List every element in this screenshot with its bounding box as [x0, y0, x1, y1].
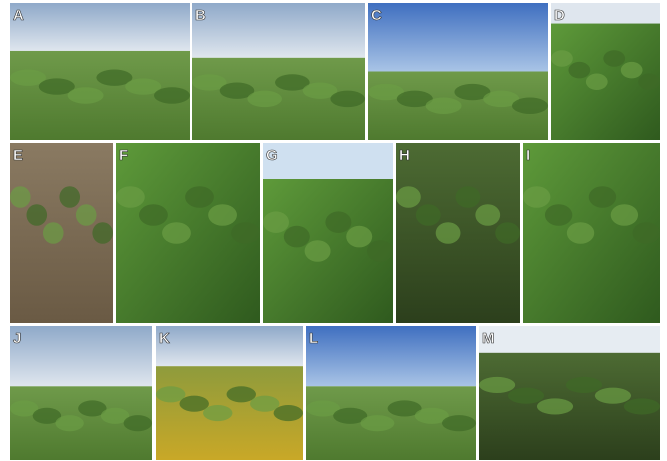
photo-panel: E [10, 143, 113, 323]
foliage [436, 222, 461, 244]
foliage [76, 204, 97, 226]
foliage [416, 204, 441, 226]
foliage [247, 91, 282, 107]
panels: A B C D E F G H I J K L M [10, 3, 660, 460]
foliage [68, 87, 104, 103]
sky [306, 326, 476, 386]
photo-panel: K [156, 326, 303, 460]
foliage [537, 398, 573, 414]
foliage [203, 405, 232, 421]
foliage [396, 186, 421, 208]
foliage [508, 388, 544, 404]
foliage [59, 186, 80, 208]
foliage [567, 222, 594, 244]
photo-panel: I [523, 143, 660, 323]
foliage [330, 91, 365, 107]
foliage [367, 240, 393, 262]
panel-label: E [13, 147, 23, 164]
panel-label: A [13, 7, 24, 24]
foliage [139, 204, 168, 226]
foliage [346, 226, 372, 248]
sky [10, 3, 190, 51]
photo-panel: G [263, 143, 393, 323]
panel-label: G [266, 147, 278, 164]
foliage [162, 222, 191, 244]
panel-label: F [119, 147, 128, 164]
foliage [26, 204, 47, 226]
sky [192, 3, 365, 58]
foliage [633, 222, 660, 244]
foliage [479, 377, 515, 393]
panel-label: K [159, 330, 170, 347]
photo-panel: D [551, 3, 660, 140]
foliage [305, 240, 331, 262]
foliage [523, 186, 550, 208]
foliage [274, 405, 303, 421]
foliage [475, 204, 500, 226]
foliage [284, 226, 310, 248]
foliage [545, 204, 572, 226]
foliage [586, 74, 608, 90]
foliage [124, 415, 152, 431]
panel-label: H [399, 147, 410, 164]
photo-panel: B [192, 3, 365, 140]
sky [368, 3, 548, 72]
foliage [595, 388, 631, 404]
foliage [250, 396, 279, 412]
foliage [603, 50, 625, 66]
foliage [208, 204, 237, 226]
foliage [495, 222, 520, 244]
sky [156, 326, 303, 366]
foliage [92, 222, 113, 244]
foliage [154, 87, 190, 103]
foliage [589, 186, 616, 208]
photo-panel: C [368, 3, 548, 140]
foliage [426, 98, 462, 114]
sky [263, 143, 393, 179]
photo-panel: L [306, 326, 476, 460]
foliage [566, 377, 602, 393]
photo-panel: J [10, 326, 152, 460]
foliage [456, 186, 481, 208]
foliage [325, 211, 351, 233]
photo-panel: M [479, 326, 660, 460]
sky [551, 3, 660, 24]
foliage [442, 415, 476, 431]
foliage [55, 415, 83, 431]
foliage [227, 386, 256, 402]
foliage [156, 386, 185, 402]
sky [479, 326, 660, 353]
foliage [638, 74, 660, 90]
panel-label: L [309, 330, 318, 347]
foliage [611, 204, 638, 226]
photo-panel: H [396, 143, 520, 323]
panel-label: J [13, 330, 21, 347]
photo-panel: F [116, 143, 260, 323]
panel-label: C [371, 7, 382, 24]
panel-label: M [482, 330, 495, 347]
foliage [185, 186, 214, 208]
foliage [621, 62, 643, 78]
foliage [360, 415, 394, 431]
foliage [116, 186, 145, 208]
foliage [568, 62, 590, 78]
foliage [263, 211, 289, 233]
foliage [180, 396, 209, 412]
foliage [624, 398, 660, 414]
foliage [512, 98, 548, 114]
foliage [551, 50, 573, 66]
panel-label: B [195, 7, 206, 24]
foliage [10, 186, 31, 208]
panel-label: D [554, 7, 565, 24]
panel-label: I [526, 147, 530, 164]
foliage [231, 222, 260, 244]
photo-panel: A [10, 3, 190, 140]
collage: A B C D E F G H I J K L M [0, 0, 667, 461]
sky [10, 326, 152, 386]
foliage [43, 222, 64, 244]
